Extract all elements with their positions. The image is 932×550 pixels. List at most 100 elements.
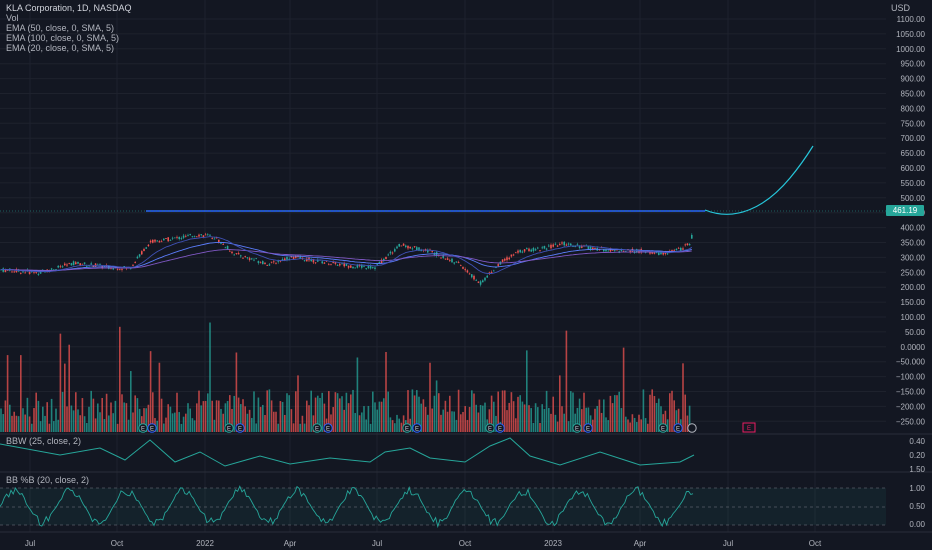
volume-bar xyxy=(59,333,62,432)
volume-bar xyxy=(376,409,378,432)
price-tick-label: 900.00 xyxy=(901,75,926,84)
volume-bar xyxy=(545,390,548,432)
candle-body xyxy=(378,261,381,264)
projection-curve[interactable] xyxy=(704,145,814,215)
earnings-marker-label: E xyxy=(227,427,231,433)
candle-body xyxy=(20,273,22,274)
earnings-marker-icon xyxy=(495,423,505,433)
volume-bar xyxy=(99,412,101,432)
volume-bar xyxy=(88,406,90,432)
time-axis[interactable]: Jul Oct 2022 Apr Jul Oct 2023 Apr Jul Oct xyxy=(25,539,822,548)
volume-bar xyxy=(552,396,554,432)
volume-bar xyxy=(438,393,440,432)
time-tick-label: Oct xyxy=(809,539,822,548)
candle-body xyxy=(664,252,667,254)
volume-bar xyxy=(537,407,539,432)
candle-body xyxy=(35,272,37,273)
bbpct-line xyxy=(0,485,694,529)
candle-body xyxy=(416,247,418,251)
volume-bar xyxy=(517,396,519,432)
earnings-marker-icon xyxy=(323,423,333,433)
candle-body xyxy=(486,275,488,278)
candle-body xyxy=(334,261,337,264)
volume-bar xyxy=(622,347,625,432)
candle-body xyxy=(110,268,112,269)
bbpct-label[interactable]: BB %B (20, close, 2) xyxy=(6,475,90,485)
volume-bar xyxy=(655,402,658,432)
candle-body xyxy=(160,241,163,243)
symbol-title[interactable]: KLA Corporation, 1D, NASDAQ xyxy=(6,3,132,13)
candle-body xyxy=(453,262,455,264)
candle-body xyxy=(37,274,40,275)
price-axis[interactable]: 1100.00 1050.00 1000.00 950.00 900.00 850.00 8… xyxy=(896,15,926,426)
volume-bar xyxy=(220,408,222,432)
candle-body xyxy=(253,259,255,261)
candle-body xyxy=(339,263,341,266)
candle-body xyxy=(116,269,119,271)
candle-body xyxy=(680,247,682,251)
bbw-label[interactable]: BBW (25, close, 2) xyxy=(6,436,82,446)
volume-bar xyxy=(328,391,330,432)
volume-bar xyxy=(180,423,183,432)
volume-bar xyxy=(350,394,352,432)
candle-body xyxy=(464,269,466,271)
volume-bar xyxy=(367,405,370,432)
volume-bar xyxy=(26,397,29,432)
candle-body xyxy=(81,263,84,265)
candle-body xyxy=(200,234,202,236)
candle-body xyxy=(24,272,26,274)
volume-bar xyxy=(638,414,640,432)
volume-bar xyxy=(510,392,513,432)
volume-bar xyxy=(664,410,667,432)
candle-body xyxy=(312,258,315,263)
volume-bar xyxy=(306,400,308,432)
candle-body xyxy=(449,260,451,261)
volume-bar xyxy=(31,423,33,432)
candle-body xyxy=(385,256,387,260)
candle-body xyxy=(233,254,235,256)
volume-bar xyxy=(642,389,645,432)
volume-bar xyxy=(196,403,198,432)
candle-body xyxy=(389,251,392,254)
volume-bar xyxy=(17,416,20,432)
ema-100-label[interactable]: EMA (100, close, 0, SMA, 5) xyxy=(6,33,120,43)
earnings-marker-label: E xyxy=(150,427,154,433)
volume-bar xyxy=(640,419,642,432)
volume-bar xyxy=(130,371,132,432)
price-tick-label: 200.00 xyxy=(901,283,926,292)
candle-body xyxy=(347,265,350,268)
candle-body xyxy=(398,243,400,247)
price-tick-label: 50.00 xyxy=(905,328,926,337)
candle-body xyxy=(295,256,297,258)
volume-bar xyxy=(341,396,343,432)
volume-bar xyxy=(64,363,66,432)
candle-body xyxy=(248,258,251,260)
volume-bar xyxy=(22,408,24,432)
volume-bar xyxy=(101,397,103,432)
volume-bar xyxy=(512,401,515,432)
volume-bar xyxy=(398,418,400,432)
candle-body xyxy=(240,255,242,257)
candle-body xyxy=(662,252,664,255)
volume-bar xyxy=(444,400,447,432)
volume-bar xyxy=(407,390,409,432)
volume-bar xyxy=(268,389,271,432)
vol-label[interactable]: Vol xyxy=(6,13,19,23)
candle-body xyxy=(488,272,491,274)
ema-50-label[interactable]: EMA (50, close, 0, SMA, 5) xyxy=(6,23,115,33)
volume-bar xyxy=(0,408,2,432)
volume-bar xyxy=(105,393,108,432)
candle-body xyxy=(167,237,169,242)
candle-body xyxy=(119,269,121,271)
candle-body xyxy=(614,250,616,251)
candle-body xyxy=(515,252,517,254)
candle-body xyxy=(552,244,554,247)
candle-body xyxy=(376,264,378,265)
volume-bar xyxy=(20,355,22,432)
candle-body xyxy=(262,261,264,265)
candle-body xyxy=(620,249,623,252)
ema-20-label[interactable]: EMA (20, close, 0, SMA, 5) xyxy=(6,43,115,53)
candle-body xyxy=(550,244,552,249)
